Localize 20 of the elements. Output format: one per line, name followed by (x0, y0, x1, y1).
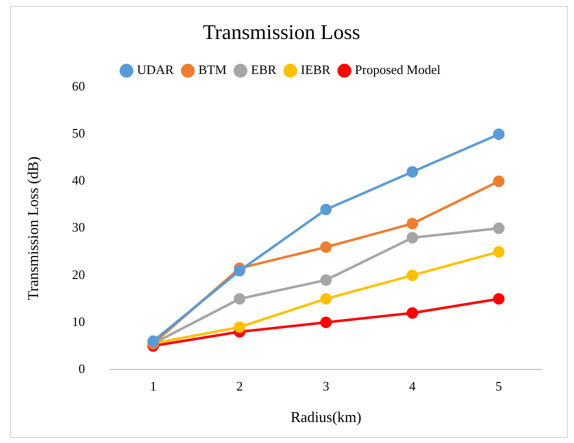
legend-label: IEBR (300, 62, 331, 78)
chart-title: Transmission Loss (202, 20, 360, 44)
y-axis-title: Transmission Loss (dB) (26, 156, 42, 300)
y-tick-label: 30 (72, 220, 85, 235)
x-tick-label: 4 (409, 378, 416, 394)
x-tick-label: 1 (150, 378, 156, 394)
x-axis-title: Radius(km) (290, 410, 362, 426)
y-tick-label: 20 (72, 266, 85, 282)
legend-label: BTM (198, 62, 227, 78)
x-tick-label: 5 (496, 378, 502, 394)
x-tick-label: 2 (236, 378, 243, 394)
y-tick-label: 0 (78, 360, 85, 376)
x-tick-label: 3 (322, 378, 330, 394)
y-tick-label: 50 (72, 126, 85, 141)
y-tick-label: 60 (72, 78, 85, 94)
legend-label: UDAR (137, 62, 174, 78)
y-tick-label: 40 (72, 172, 85, 188)
legend-label: Proposed Model (354, 62, 441, 78)
legend-label: EBR (251, 62, 277, 78)
y-tick-label: 10 (72, 314, 85, 329)
